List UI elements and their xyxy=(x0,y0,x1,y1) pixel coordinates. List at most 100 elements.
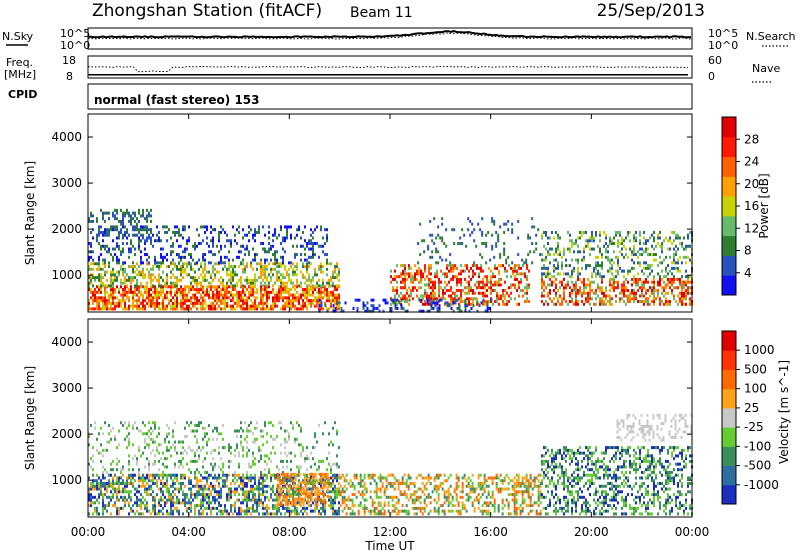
heatmap-cell xyxy=(204,294,206,297)
heatmap-cell xyxy=(166,501,168,504)
heatmap-cell xyxy=(236,242,238,245)
heatmap-cell xyxy=(306,454,308,457)
heatmap-cell xyxy=(316,296,318,299)
heatmap-cell xyxy=(320,507,322,510)
heatmap-cell xyxy=(316,273,318,276)
heatmap-cell xyxy=(406,300,408,303)
heatmap-cell xyxy=(120,305,122,308)
heatmap-cell xyxy=(591,297,593,300)
heatmap-cell xyxy=(196,279,198,282)
heatmap-cell xyxy=(140,499,142,502)
heatmap-cell xyxy=(144,307,146,310)
heatmap-cell xyxy=(256,510,258,513)
heatmap-cell xyxy=(192,305,194,308)
heatmap-cell xyxy=(200,512,202,515)
heatmap-cell xyxy=(238,430,240,433)
heatmap-cell xyxy=(587,300,589,303)
heatmap-cell xyxy=(160,496,162,499)
heatmap-cell xyxy=(132,279,134,282)
heatmap-cell xyxy=(162,259,164,262)
heatmap-cell xyxy=(444,281,446,284)
heatmap-cell xyxy=(522,295,524,298)
heatmap-cell xyxy=(611,272,613,275)
heatmap-cell xyxy=(228,279,230,282)
heatmap-cell xyxy=(106,307,108,310)
heatmap-cell xyxy=(104,245,106,248)
heatmap-cell xyxy=(276,273,278,276)
heatmap-cell xyxy=(306,307,308,310)
heatmap-cell xyxy=(571,245,573,248)
heatmap-cell xyxy=(310,510,312,513)
heatmap-cell xyxy=(234,284,236,287)
heatmap-cell xyxy=(276,496,278,499)
heatmap-cell xyxy=(92,250,94,253)
heatmap-cell xyxy=(306,242,308,245)
heatmap-cell xyxy=(118,488,120,491)
heatmap-cell xyxy=(304,259,306,262)
heatmap-cell xyxy=(192,279,194,282)
heatmap-cell xyxy=(220,256,222,259)
heatmap-cell xyxy=(254,276,256,279)
heatmap-cell xyxy=(242,482,244,485)
heatmap-cell xyxy=(279,487,281,490)
heatmap-cell xyxy=(621,236,623,239)
heatmap-cell xyxy=(464,278,466,281)
heatmap-cell xyxy=(90,307,92,310)
heatmap-cell xyxy=(130,305,132,308)
heatmap-cell xyxy=(651,286,653,289)
heatmap-cell xyxy=(328,463,330,466)
heatmap-cell xyxy=(651,300,653,303)
heatmap-cell xyxy=(142,432,144,435)
heatmap-cell xyxy=(256,305,258,308)
heatmap-cell xyxy=(112,291,114,294)
heatmap-cell xyxy=(607,300,609,303)
heatmap-cell xyxy=(318,512,320,515)
heatmap-cell xyxy=(621,292,623,295)
heatmap-cell xyxy=(260,493,262,496)
heatmap-cell xyxy=(92,496,94,499)
heatmap-cell xyxy=(128,276,130,279)
heatmap-cell xyxy=(659,236,661,239)
heatmap-cell xyxy=(458,289,460,292)
heatmap-cell xyxy=(334,485,336,488)
heatmap-cell xyxy=(132,225,134,228)
heatmap-cell xyxy=(470,267,472,270)
heatmap-cell xyxy=(230,452,232,455)
heatmap-cell xyxy=(278,468,280,471)
heatmap-cell xyxy=(591,236,593,239)
heatmap-cell xyxy=(182,291,184,294)
heatmap-cell xyxy=(144,485,146,488)
heatmap-cell xyxy=(186,510,188,513)
heatmap-cell xyxy=(190,256,192,259)
heatmap-cell xyxy=(629,248,631,251)
heatmap-cell xyxy=(681,281,683,284)
heatmap-cell xyxy=(246,499,248,502)
heatmap-cell xyxy=(204,279,206,282)
heatmap-cell xyxy=(412,297,414,300)
heatmap-cell xyxy=(94,501,96,504)
heatmap-cell xyxy=(377,307,379,310)
heatmap-cell xyxy=(579,278,581,281)
heatmap-cell xyxy=(258,499,260,502)
heatmap-cell xyxy=(224,231,226,234)
heatmap-cell xyxy=(290,282,292,285)
heatmap-cell xyxy=(102,239,104,242)
heatmap-cell xyxy=(645,300,647,303)
heatmap-cell xyxy=(132,504,134,507)
heatmap-cell xyxy=(306,457,308,460)
heatmap-cell xyxy=(204,457,206,460)
heatmap-cell xyxy=(246,454,248,457)
heatmap-cell xyxy=(168,291,170,294)
heatmap-cell xyxy=(334,488,336,491)
heatmap-cell xyxy=(486,295,488,298)
heatmap-cell xyxy=(120,223,122,226)
heatmap-cell xyxy=(150,231,152,234)
heatmap-cell xyxy=(186,463,188,466)
heatmap-cell xyxy=(455,299,457,302)
heatmap-cell xyxy=(196,490,198,493)
heatmap-cell xyxy=(222,302,224,305)
heatmap-cell xyxy=(136,305,138,308)
heatmap-cell xyxy=(671,261,673,264)
heatmap-cell xyxy=(304,253,306,256)
